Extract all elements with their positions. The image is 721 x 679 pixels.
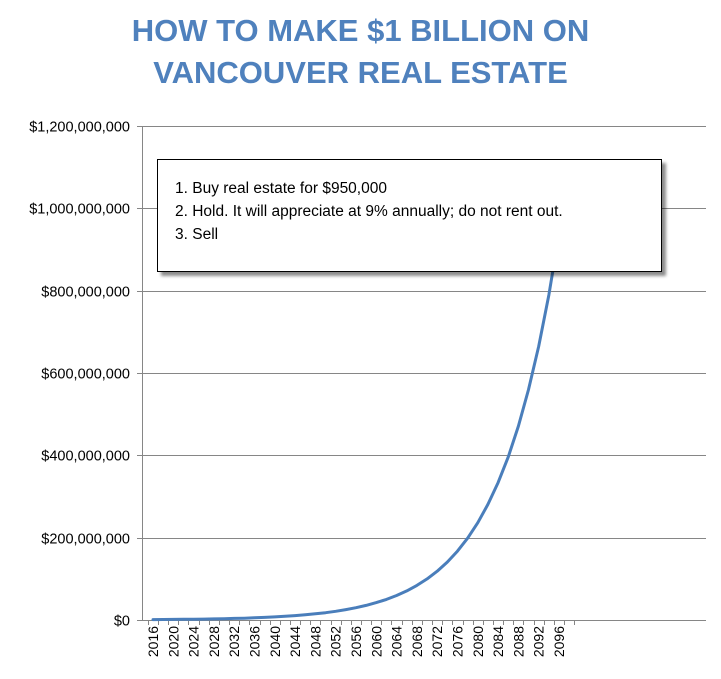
x-tick-label: 2096 bbox=[551, 626, 567, 657]
chart-title: HOW TO MAKE $1 BILLION ON VANCOUVER REAL… bbox=[0, 10, 721, 94]
x-tick-label: 2048 bbox=[307, 626, 323, 657]
x-tick-label: 2072 bbox=[429, 626, 445, 657]
x-tick-label: 2068 bbox=[409, 626, 425, 657]
x-tick-label: 2092 bbox=[531, 626, 547, 657]
x-tick-label: 2028 bbox=[206, 626, 222, 657]
chart-title-line-1: HOW TO MAKE $1 BILLION ON bbox=[131, 13, 590, 48]
x-tick-label: 2032 bbox=[226, 626, 242, 657]
annotation-line-2: 2. Hold. It will appreciate at 9% annual… bbox=[175, 203, 563, 220]
y-tick-label: $0 bbox=[114, 614, 130, 630]
y-tick-label: $1,000,000,000 bbox=[29, 202, 130, 218]
x-tick-label: 2024 bbox=[186, 626, 202, 657]
annotation-line-3: 3. Sell bbox=[175, 226, 219, 243]
annotation-box: 1. Buy real estate for $950,000 2. Hold.… bbox=[157, 159, 662, 272]
x-tick-label: 2088 bbox=[510, 626, 526, 657]
chart-title-line-2: VANCOUVER REAL ESTATE bbox=[153, 55, 568, 90]
series-line bbox=[151, 159, 571, 622]
x-tick-labels: 2016 2020 2024 2028 2032 2036 2040 2044 2048 2052… bbox=[145, 626, 567, 657]
x-tick-label: 2040 bbox=[267, 626, 283, 657]
series-layer bbox=[151, 159, 571, 622]
x-tick-label: 2084 bbox=[490, 626, 506, 657]
y-tick-label: $200,000,000 bbox=[41, 532, 130, 548]
x-tick-label: 2020 bbox=[165, 626, 181, 657]
x-tick-label: 2036 bbox=[247, 626, 263, 657]
y-tick-label: $600,000,000 bbox=[41, 367, 130, 383]
x-tick-label: 2064 bbox=[389, 626, 405, 657]
x-tick-label: 2044 bbox=[287, 626, 303, 657]
annotation-line-1: 1. Buy real estate for $950,000 bbox=[175, 180, 387, 197]
x-tick-label: 2056 bbox=[348, 626, 364, 657]
y-tick-label: $1,200,000,000 bbox=[29, 120, 130, 136]
y-tick-label: $400,000,000 bbox=[41, 449, 130, 465]
x-tick-label: 2052 bbox=[328, 626, 344, 657]
y-tick-label: $800,000,000 bbox=[41, 285, 130, 301]
x-tick-label: 2016 bbox=[145, 626, 161, 657]
x-tick-label: 2080 bbox=[470, 626, 486, 657]
axes bbox=[137, 126, 706, 625]
x-tick-label: 2076 bbox=[450, 626, 466, 657]
y-tick-labels: $0 $200,000,000 $400,000,000 $600,000,000 $8… bbox=[29, 120, 130, 630]
x-tick-label: 2060 bbox=[368, 626, 384, 657]
